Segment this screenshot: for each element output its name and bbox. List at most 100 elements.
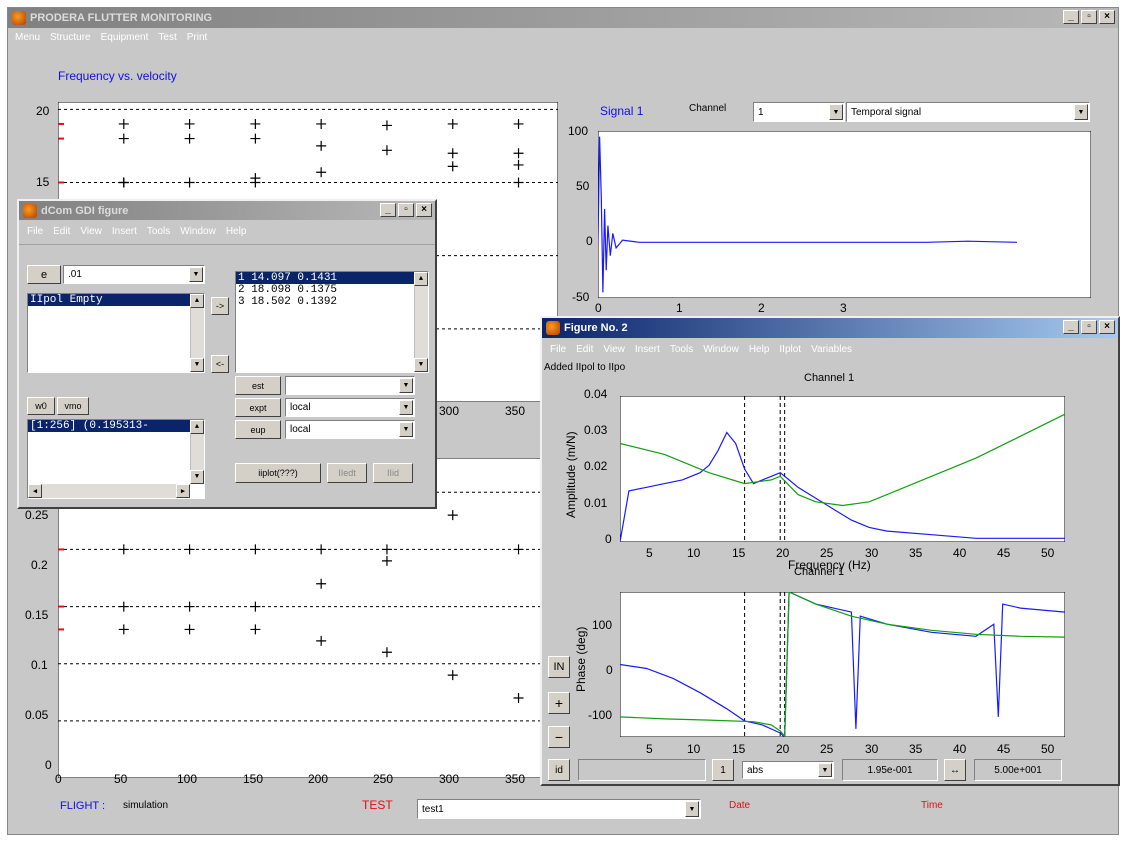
gdi-menu-insert[interactable]: Insert	[111, 226, 137, 237]
plus-button[interactable]: +	[548, 692, 570, 714]
gdi-menu-window[interactable]: Window	[180, 226, 216, 237]
maximize-button[interactable]: ▫	[398, 203, 414, 217]
data-point	[118, 624, 129, 635]
channel-label: Channel	[689, 103, 727, 114]
flight-label: FLIGHT :	[60, 800, 106, 812]
freq-max-field[interactable]: 5.00e+001	[974, 759, 1062, 781]
signal-line	[598, 136, 1018, 293]
id-button[interactable]: id	[548, 759, 570, 781]
close-button[interactable]: ×	[1099, 320, 1115, 334]
amplitude-plot	[620, 396, 1065, 542]
channel-title-2: Channel 1	[794, 566, 845, 578]
gdi-menu-help[interactable]: Help	[225, 226, 247, 237]
minimize-button[interactable]: _	[1063, 10, 1079, 24]
freq-min-field[interactable]: 1.95e-001	[842, 759, 938, 781]
e-button[interactable]: e	[27, 265, 61, 284]
plot-title: Frequency vs. velocity	[58, 69, 177, 83]
est-button[interactable]: est	[235, 376, 281, 395]
gdi-menu-file[interactable]: File	[27, 226, 44, 237]
iiid-button[interactable]: IIid	[373, 463, 413, 483]
data-point	[250, 133, 261, 144]
poles-list[interactable]: 1 14.097 0.1431 2 18.098 0.1375 3 18.502…	[235, 271, 429, 373]
amp-xtick-35: 35	[909, 546, 923, 560]
data-point	[381, 647, 392, 658]
fig2-menu-view[interactable]: View	[603, 344, 625, 355]
data-point	[447, 148, 458, 159]
signal-type-select[interactable]: Temporal signal ▼	[846, 102, 1090, 122]
top-xtick-350: 350	[505, 404, 526, 418]
menu-menu[interactable]: Menu	[15, 32, 41, 43]
fig2-menu-window[interactable]: Window	[703, 344, 739, 355]
eup-select[interactable]: local ▼	[285, 420, 415, 439]
close-button[interactable]: ×	[416, 203, 432, 217]
list-item[interactable]: [1:256] (0.195313-	[28, 420, 204, 432]
test-select[interactable]: test1 ▼	[417, 799, 701, 819]
list-item[interactable]: IIpol Empty	[28, 294, 204, 306]
list-item[interactable]: 2 18.098 0.1375	[238, 284, 338, 296]
fig2-menu-help[interactable]: Help	[748, 344, 770, 355]
ipol-list[interactable]: IIpol Empty ▲ ▼	[27, 293, 205, 373]
list-item[interactable]: 1 14.097 0.1431	[236, 272, 428, 284]
gdi-titlebar: dCom GDI figure _ ▫ ×	[19, 201, 435, 220]
amplitude-measured-line	[620, 431, 1065, 542]
signal-title: Signal 1	[600, 104, 644, 118]
data-point	[250, 544, 261, 555]
bot-xtick-200: 200	[308, 772, 329, 786]
figure2-title: Figure No. 2	[564, 322, 628, 334]
menu-test[interactable]: Test	[158, 32, 177, 43]
gdi-menu-edit[interactable]: Edit	[53, 226, 71, 237]
move-right-button[interactable]: ->	[211, 297, 229, 315]
abs-select[interactable]: abs ▼	[742, 761, 834, 779]
est-select[interactable]: ▼	[285, 376, 415, 395]
eup-button[interactable]: eup	[235, 420, 281, 439]
chevron-down-icon: ▼	[399, 378, 413, 393]
maximize-button[interactable]: ▫	[1081, 320, 1097, 334]
move-left-button[interactable]: <-	[211, 355, 229, 373]
fig2-menu-tools[interactable]: Tools	[669, 344, 694, 355]
gdi-menu-tools[interactable]: Tools	[146, 226, 171, 237]
fig2-menu-iiplot[interactable]: IIplot	[779, 344, 802, 355]
fig2-menu-insert[interactable]: Insert	[634, 344, 660, 355]
bot-ytick-0.15: 0.15	[25, 608, 49, 622]
amp-ytick-0.02: 0.02	[584, 459, 608, 473]
list-item[interactable]: 3 18.502 0.1392	[238, 296, 338, 308]
id-field[interactable]	[578, 759, 706, 781]
data-point	[513, 177, 524, 188]
maximize-button[interactable]: ▫	[1081, 10, 1097, 24]
data-point	[250, 601, 261, 612]
channel-select[interactable]: 1 ▼	[753, 102, 845, 122]
amplitude-axis-label: Amplitude (m/N)	[564, 431, 578, 518]
one-button[interactable]: 1	[712, 759, 734, 781]
bot-xtick-350: 350	[505, 772, 526, 786]
expt-button[interactable]: expt	[235, 398, 281, 417]
data-point	[184, 118, 195, 129]
fig2-menu-edit[interactable]: Edit	[576, 344, 594, 355]
data-point	[250, 624, 261, 635]
matlab-icon	[12, 11, 26, 25]
minimize-button[interactable]: _	[1063, 320, 1079, 334]
menu-equipment[interactable]: Equipment	[100, 32, 149, 43]
close-button[interactable]: ×	[1099, 10, 1115, 24]
w0-button[interactable]: w0	[27, 397, 55, 415]
phase-xtick-35: 35	[909, 742, 923, 756]
data-point	[316, 140, 327, 151]
expt-select[interactable]: local ▼	[285, 398, 415, 417]
data-point	[118, 601, 129, 612]
data-point	[447, 161, 458, 172]
minus-button[interactable]: −	[548, 726, 570, 748]
swap-arrows-button[interactable]: ↔	[944, 759, 966, 781]
menu-structure[interactable]: Structure	[50, 32, 91, 43]
fig2-menu-file[interactable]: File	[550, 344, 567, 355]
minimize-button[interactable]: _	[380, 203, 396, 217]
vmo-button[interactable]: vmo	[57, 397, 89, 415]
fig2-menu-variables[interactable]: Variables	[811, 344, 853, 355]
gdi-menu-view[interactable]: View	[80, 226, 102, 237]
e-value-select[interactable]: .01 ▼	[63, 265, 205, 284]
range-list[interactable]: [1:256] (0.195313- ▲ ▼ ◀ ▶	[27, 419, 205, 499]
iiedt-button[interactable]: IIedt	[327, 463, 367, 483]
menu-print[interactable]: Print	[186, 32, 208, 43]
in-button[interactable]: IN	[548, 656, 570, 678]
iiplot-button[interactable]: iiplot(???)	[235, 463, 321, 483]
sig-xtick-2: 2	[758, 301, 765, 315]
amp-xtick-5: 5	[646, 546, 653, 560]
